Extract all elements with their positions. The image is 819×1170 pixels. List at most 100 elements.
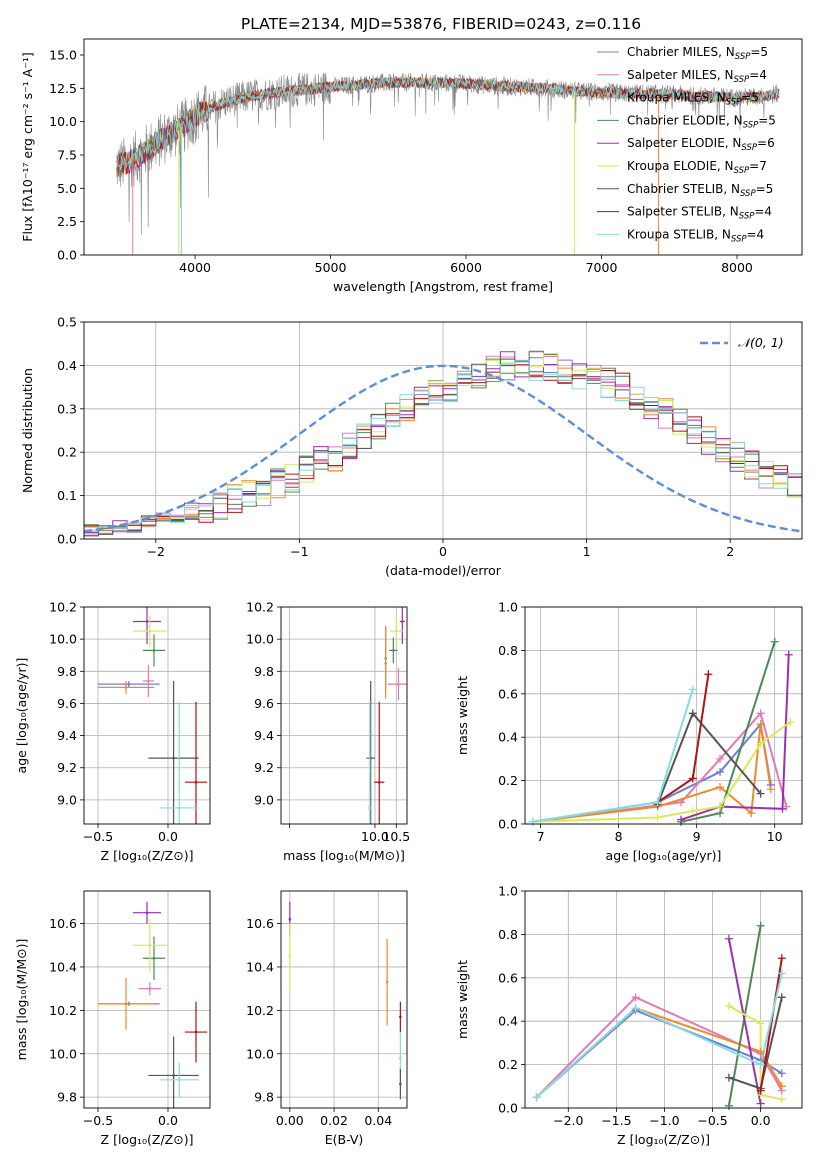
y-tick-label: 0.0 — [57, 532, 77, 547]
plus-marker — [756, 789, 765, 798]
x-tick-label: −1.5 — [601, 1113, 631, 1128]
model-line-kroupa-stelib — [116, 76, 780, 171]
data-point — [145, 620, 149, 623]
histogram-step-chabrier-elodie — [84, 350, 802, 532]
plus-marker — [724, 934, 733, 943]
data-point — [392, 649, 395, 652]
plus-marker — [777, 969, 786, 978]
plus-marker — [688, 806, 697, 815]
x-tick-label: 7000 — [586, 260, 618, 275]
y-tick-label: 10.4 — [246, 959, 274, 974]
data-point — [172, 756, 175, 760]
plus-marker — [756, 921, 765, 930]
x-tick-label: 8 — [615, 829, 623, 844]
y-tick-label: 9.8 — [254, 1090, 274, 1105]
plus-marker — [653, 798, 662, 807]
data-point — [194, 1030, 198, 1034]
data-point — [401, 620, 404, 623]
panel-mass-vs-metallicity: −0.5 0.0 9.8 10.0 10.2 10.4 10.6 Z [log₁₀(Z/Z⊙)… — [14, 890, 211, 1147]
plus-marker — [716, 754, 725, 763]
data-point — [152, 649, 156, 652]
plus-marker — [770, 637, 779, 646]
panel-massweight-vs-age: 7 8 9 10 0.0 0.2 0.4 0.6 0.8 1.0 age [log₁₀(age/yr… — [455, 600, 803, 863]
weight-line-salpeter-elodie — [727, 938, 762, 1104]
y-tick-label: 1.0 — [498, 884, 518, 899]
plus-marker — [716, 802, 725, 811]
legend-label: Kroupa STELIB, NSSP=4 — [627, 227, 764, 244]
x-tick-label: 0.02 — [320, 1113, 348, 1128]
y-tick-label: 9.4 — [254, 728, 274, 743]
plus-marker — [777, 954, 786, 963]
y-tick-label: 9.8 — [57, 1090, 77, 1105]
plus-marker — [784, 650, 793, 659]
x-tick-label: −1 — [290, 544, 308, 559]
plus-marker — [756, 1047, 765, 1056]
y-tick-label: 0.6 — [498, 686, 518, 701]
plus-marker — [704, 670, 713, 679]
histogram-step-chabrier-miles — [84, 357, 802, 535]
histogram-step-salpeter-miles — [84, 351, 802, 536]
data-point — [397, 682, 400, 686]
plus-marker — [777, 1095, 786, 1104]
x-tick-label: 10 — [767, 829, 783, 844]
y-tick-label: 10.0 — [49, 632, 77, 647]
axes-frame — [524, 890, 803, 1109]
weight-line-kroupa-stelib — [532, 689, 694, 823]
plot-area — [84, 350, 802, 537]
y-tick-label: 0.0 — [57, 248, 77, 263]
legend-label: Salpeter STELIB, NSSP=4 — [627, 205, 772, 222]
axes-frame — [83, 38, 803, 256]
y-axis-label: mass [log₁₀(M/M⊙)] — [14, 939, 29, 1061]
axes-frame — [83, 890, 211, 1109]
plus-marker — [756, 1060, 765, 1069]
weight-line-salpeter-stelib — [759, 958, 783, 1091]
plus-marker — [653, 813, 662, 822]
y-axis-label: Flux [fλ10⁻¹⁷ erg cm⁻² s⁻¹ A⁻¹] — [20, 52, 35, 241]
axes-frame — [83, 321, 803, 540]
axes-frame — [83, 606, 211, 825]
data-point — [124, 686, 128, 689]
plus-marker — [688, 774, 697, 783]
x-tick-label: −2 — [147, 544, 165, 559]
panel-mass-vs-ebv: 0.00 0.02 0.04 9.8 10.0 10.2 10.4 10.6 E(B-V) — [246, 890, 408, 1147]
x-tick-label: 5000 — [315, 260, 347, 275]
histogram-step-salpeter-elodie — [84, 351, 802, 534]
histogram-step-kroupa-elodie — [84, 352, 802, 532]
data-point — [384, 661, 387, 665]
y-tick-label: 9.8 — [57, 664, 77, 679]
plus-marker — [778, 804, 787, 813]
x-tick-label: 0.00 — [276, 1113, 304, 1128]
plus-marker — [688, 709, 697, 718]
data-point — [127, 682, 131, 686]
legend-label: Kroupa MILES, NSSP=5 — [627, 91, 759, 108]
plus-marker — [677, 798, 686, 807]
x-axis-label: Z [log₁₀(Z/Z⊙)] — [101, 848, 194, 863]
panel-spectrum: 4000 5000 6000 7000 8000 0.0 2.5 5.0 7.5 10.0 12.5… — [20, 38, 803, 294]
y-tick-label: 0.5 — [57, 315, 77, 330]
data-point — [395, 629, 398, 633]
y-tick-label: 10.0 — [49, 114, 77, 129]
y-tick-label: 10.0 — [49, 1046, 77, 1061]
y-tick-label: 12.5 — [49, 81, 77, 96]
x-tick-label: −0.5 — [697, 1113, 727, 1128]
y-tick-label: 9.4 — [57, 728, 77, 743]
plus-marker — [716, 767, 725, 776]
legend-label: Salpeter ELODIE, NSSP=6 — [627, 136, 775, 153]
figure-title: PLATE=2134, MJD=53876, FIBERID=0243, z=0… — [241, 15, 641, 33]
y-tick-label: 7.5 — [57, 148, 77, 163]
y-tick-label: 0.2 — [498, 773, 518, 788]
plus-marker — [747, 809, 756, 818]
x-tick-label: 0.04 — [364, 1113, 392, 1128]
data-point — [177, 1078, 181, 1082]
plus-marker — [756, 709, 765, 718]
x-axis-label: (data-model)/error — [385, 563, 502, 578]
plot-area — [116, 72, 780, 255]
x-axis-label: wavelength [Angstrom, rest frame] — [333, 279, 553, 294]
legend-label: Salpeter MILES, NSSP=4 — [627, 68, 767, 85]
x-tick-label: 8000 — [721, 260, 753, 275]
x-tick-label: 2 — [726, 544, 734, 559]
plus-marker — [677, 815, 686, 824]
y-axis-label: Normed distribution — [20, 368, 35, 493]
